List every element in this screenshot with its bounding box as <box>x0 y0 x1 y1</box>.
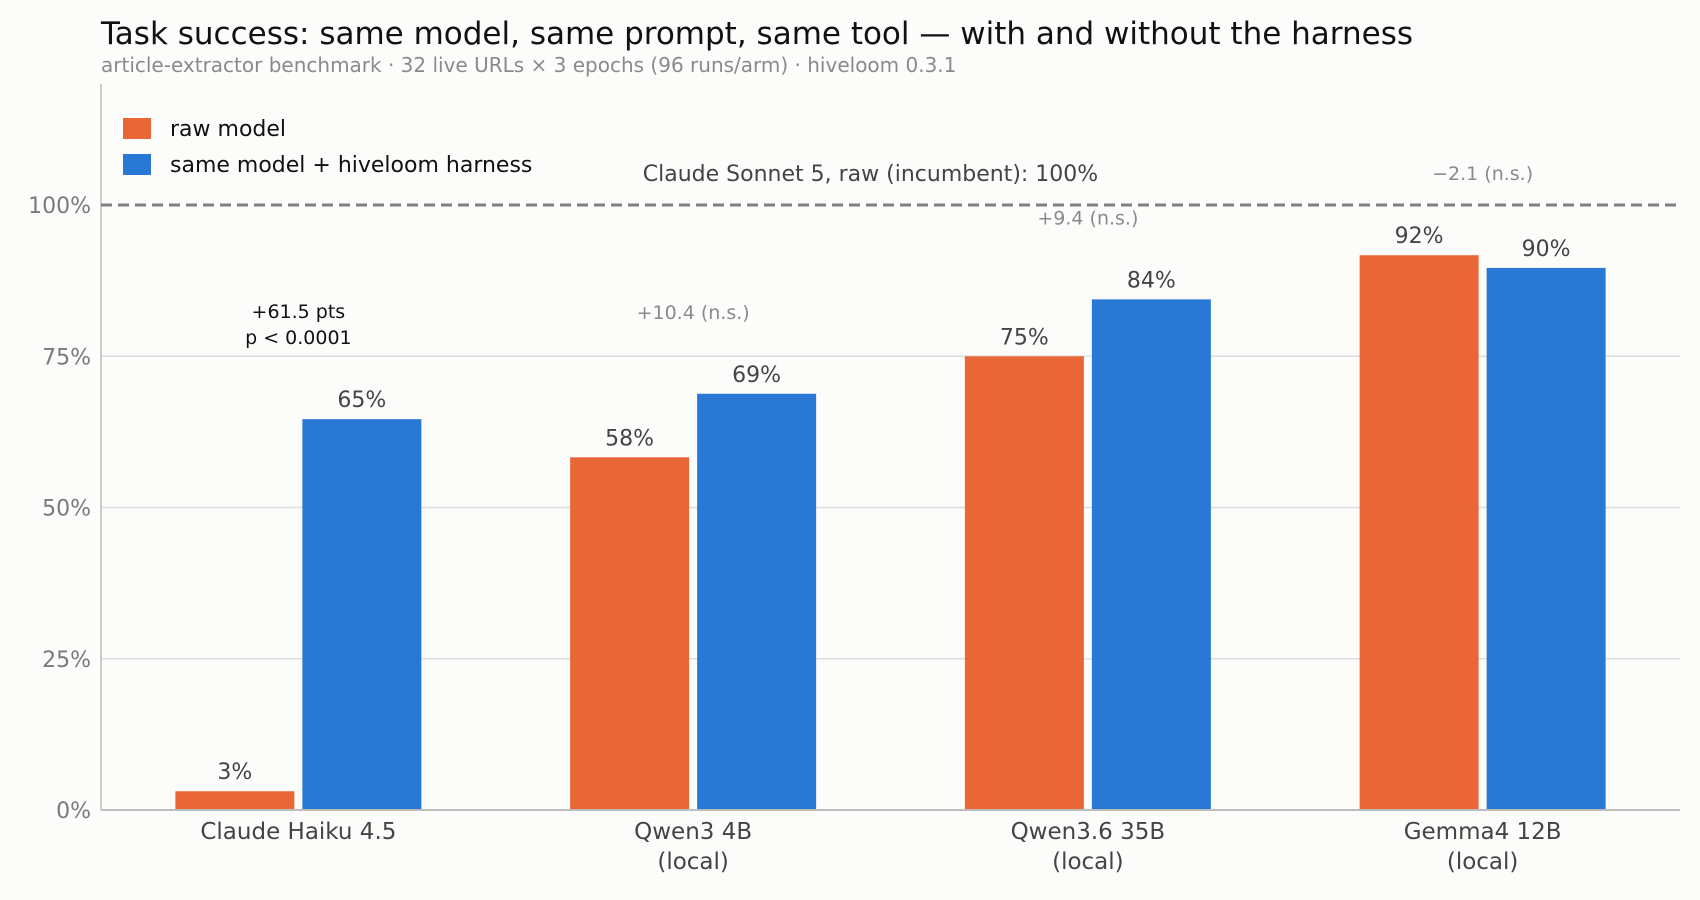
delta-annotation: −2.1 (n.s.) <box>1432 163 1533 185</box>
data-label: 3% <box>217 760 252 785</box>
y-tick-label: 0% <box>56 799 91 824</box>
y-tick-label: 100% <box>28 194 91 219</box>
x-tick-label: (local) <box>1447 849 1519 875</box>
value-labels: 3% 65% +61.5 pts p < 0.0001 58% 69% +10.4 (n.s… <box>217 163 1570 785</box>
data-label: 65% <box>337 388 386 413</box>
delta-annotation: +9.4 (n.s.) <box>1037 207 1138 229</box>
bar-raw <box>570 457 690 810</box>
axes: 0% 25% 50% 75% 100% Claude Sonnet 5, raw (inc… <box>28 84 1680 875</box>
bar-raw <box>964 356 1084 810</box>
legend-label: raw model <box>170 117 286 142</box>
bar-harness <box>302 419 422 810</box>
delta-annotation: +61.5 pts <box>252 301 346 323</box>
x-tick-label: Gemma4 12B <box>1404 819 1562 845</box>
x-tick-label: Qwen3 4B <box>634 819 752 845</box>
bar-harness <box>1486 267 1606 810</box>
bars <box>175 255 1606 811</box>
chart-title: Task success: same model, same prompt, s… <box>100 16 1413 52</box>
y-tick-label: 25% <box>42 648 91 673</box>
data-label: 69% <box>732 363 781 388</box>
legend: raw model same model + hiveloom harness <box>123 117 532 178</box>
y-tick-label: 50% <box>42 497 91 522</box>
legend-swatch <box>123 118 151 139</box>
legend-label: same model + hiveloom harness <box>170 153 532 178</box>
x-tick-label: (local) <box>1052 849 1124 875</box>
bar-harness <box>697 393 817 810</box>
data-label: 90% <box>1522 237 1571 262</box>
bar-raw <box>175 791 295 810</box>
x-tick-label: (local) <box>657 849 729 875</box>
x-tick-label: Qwen3.6 35B <box>1011 819 1166 845</box>
bar-raw <box>1359 255 1479 811</box>
data-label: 84% <box>1127 268 1176 293</box>
chart-subtitle: article-extractor benchmark · 32 live UR… <box>101 53 956 77</box>
x-tick-label: Claude Haiku 4.5 <box>200 819 396 845</box>
bar-harness <box>1091 299 1211 810</box>
reference-line-label: Claude Sonnet 5, raw (incumbent): 100% <box>643 162 1098 187</box>
y-tick-label: 75% <box>42 345 91 370</box>
legend-swatch <box>123 154 151 175</box>
data-label: 75% <box>1000 325 1049 350</box>
delta-annotation: p < 0.0001 <box>245 327 352 349</box>
data-label: 92% <box>1395 224 1444 249</box>
delta-annotation: +10.4 (n.s.) <box>637 302 750 324</box>
data-label: 58% <box>605 426 654 451</box>
